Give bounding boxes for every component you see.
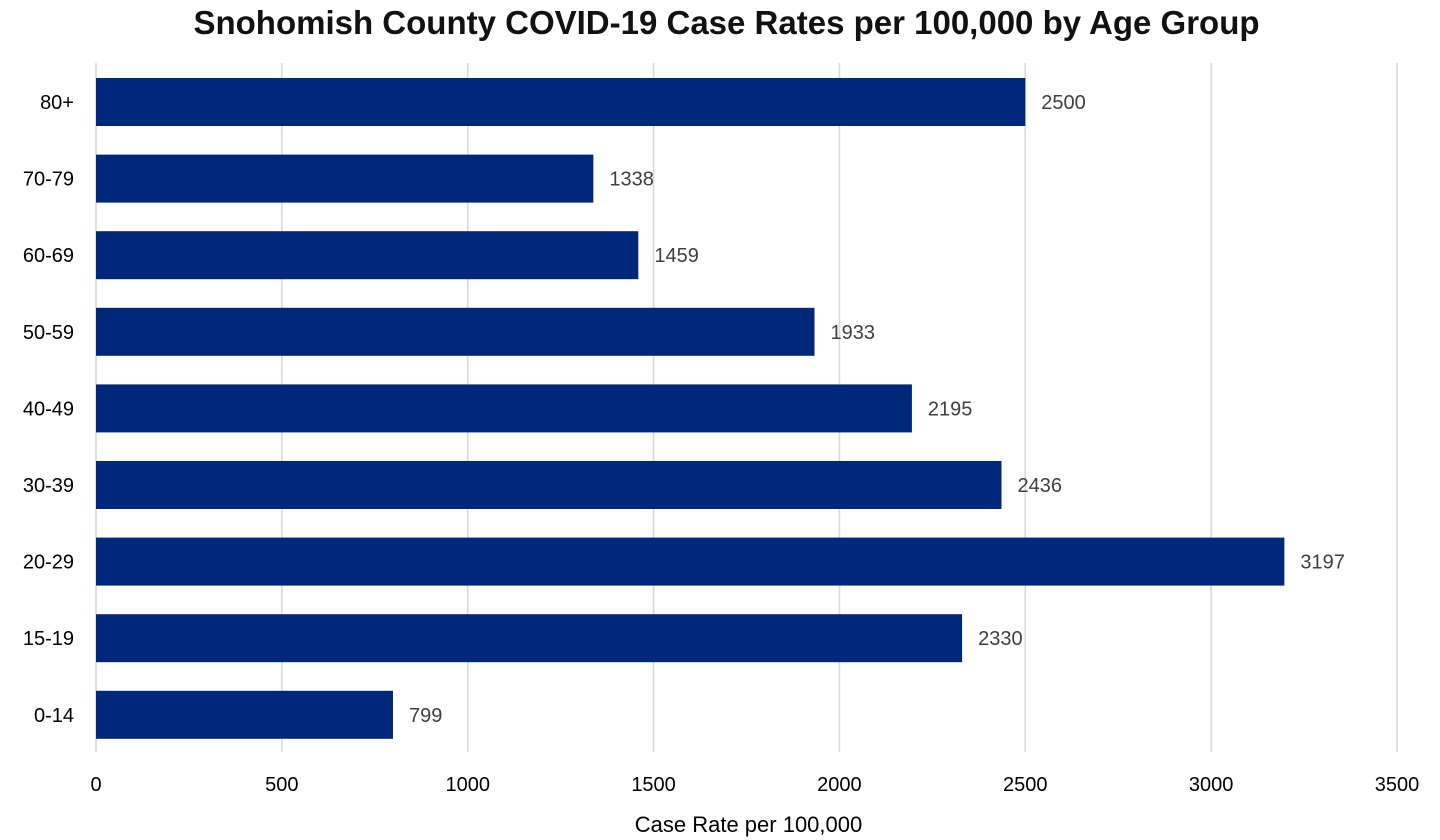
x-tick-label: 1500 bbox=[631, 774, 676, 796]
category-label: 0-14 bbox=[34, 705, 74, 727]
category-label: 15-19 bbox=[23, 628, 74, 650]
bar bbox=[96, 690, 393, 739]
x-axis-title: Case Rate per 100,000 bbox=[635, 812, 863, 837]
bar bbox=[96, 78, 1026, 126]
x-tick-label: 0 bbox=[90, 774, 101, 796]
bar bbox=[96, 307, 815, 356]
chart-title: Snohomish County COVID-19 Case Rates per… bbox=[193, 4, 1260, 41]
x-tick-label: 500 bbox=[265, 774, 298, 796]
category-label: 40-49 bbox=[23, 398, 74, 420]
x-tick-label: 1000 bbox=[445, 774, 490, 796]
data-label: 1338 bbox=[609, 169, 654, 191]
x-tick-label: 2500 bbox=[1003, 774, 1048, 796]
data-label: 2500 bbox=[1041, 92, 1086, 114]
data-label: 3197 bbox=[1300, 552, 1345, 574]
x-tick-label: 3000 bbox=[1189, 774, 1234, 796]
data-label: 1459 bbox=[654, 245, 699, 267]
x-tick-labels: 0 500 1000 1500 2000 2500 3000 3500 bbox=[90, 774, 1419, 796]
x-tick-label: 2000 bbox=[817, 774, 862, 796]
data-label: 2195 bbox=[928, 398, 973, 420]
bar bbox=[96, 231, 639, 280]
bar bbox=[96, 461, 1002, 509]
data-labels: 2500 1338 1459 1933 2195 2436 3197 2330 799 bbox=[409, 92, 1345, 727]
category-label: 20-29 bbox=[23, 552, 74, 574]
category-labels: 80+ 70-79 60-69 50-59 40-49 30-39 20-29 15-19 0-… bbox=[23, 92, 74, 727]
data-label: 2436 bbox=[1017, 475, 1062, 497]
category-label: 60-69 bbox=[23, 245, 74, 267]
bar bbox=[96, 384, 912, 433]
bars bbox=[96, 78, 1285, 739]
data-label: 1933 bbox=[831, 322, 876, 344]
bar bbox=[96, 614, 963, 663]
category-label: 30-39 bbox=[23, 475, 74, 497]
category-label: 50-59 bbox=[23, 322, 74, 344]
category-label: 80+ bbox=[40, 92, 74, 114]
data-label: 799 bbox=[409, 705, 442, 727]
data-label: 2330 bbox=[978, 628, 1023, 650]
category-label: 70-79 bbox=[23, 169, 74, 191]
bar bbox=[96, 537, 1285, 586]
bar bbox=[96, 154, 594, 203]
x-tick-label: 3500 bbox=[1375, 774, 1420, 796]
